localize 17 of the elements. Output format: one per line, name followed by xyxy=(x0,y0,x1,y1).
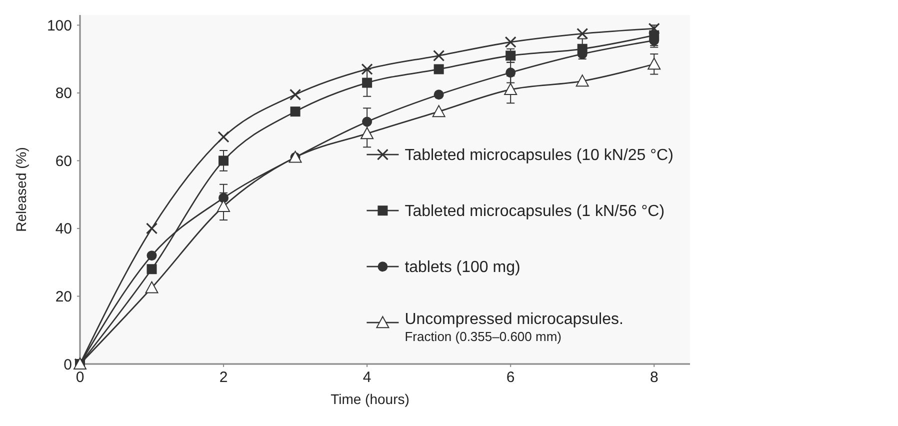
y-axis-title: Released (%) xyxy=(13,147,29,232)
legend-label: tablets (100 mg) xyxy=(404,259,520,276)
y-tick-label: 20 xyxy=(55,288,72,306)
y-tick-label: 0 xyxy=(64,356,72,374)
y-tick-label: 60 xyxy=(55,152,72,170)
legend-label: Tableted microcapsules (1 kN/56 °C) xyxy=(404,203,665,220)
y-tick-label: 40 xyxy=(55,220,72,238)
legend-label: Tableted microcapsules (10 kN/25 °C) xyxy=(404,147,674,164)
y-tick-label: 80 xyxy=(55,85,72,102)
x-tick-label: 8 xyxy=(650,369,658,386)
x-axis-title: Time (hours) xyxy=(330,391,410,407)
legend-label: Uncompressed microcapsules. Fraction (0.355–0.600 mm) xyxy=(404,311,624,344)
y-tick-label: 100 xyxy=(46,17,72,34)
x-tick-label: 2 xyxy=(219,369,228,386)
x-tick-label: 0 xyxy=(76,369,84,386)
x-tick-label: 6 xyxy=(506,369,515,386)
x-tick-label: 4 xyxy=(362,369,372,386)
